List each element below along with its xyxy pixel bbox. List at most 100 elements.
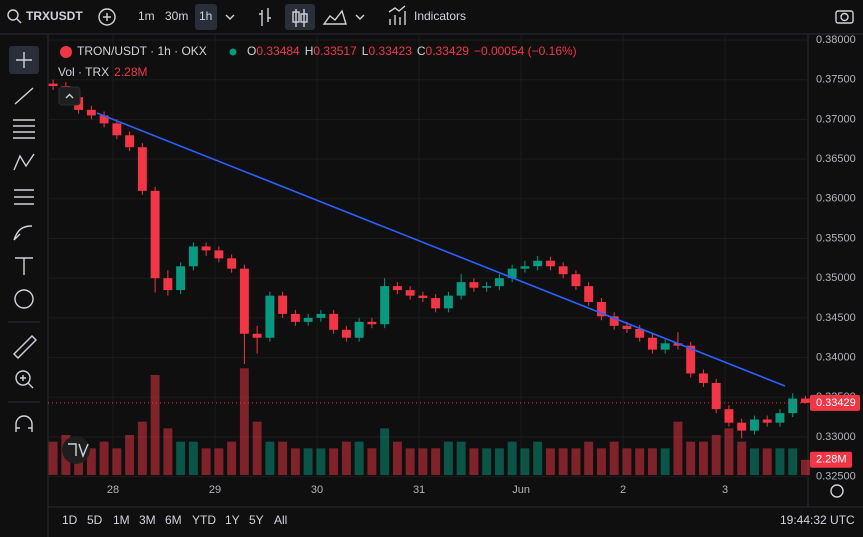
pattern-tool[interactable] — [13, 153, 35, 171]
candle-body — [125, 135, 135, 148]
candle-body — [698, 373, 708, 383]
magnet-tool[interactable] — [15, 415, 33, 432]
range-button[interactable]: 1M — [113, 513, 130, 527]
brush-tool[interactable] — [13, 225, 33, 241]
trendline-tool[interactable] — [14, 87, 34, 105]
candle-body — [137, 147, 147, 191]
symbol[interactable]: TRXUSDT — [26, 9, 83, 23]
candle-body — [558, 266, 568, 275]
legend: TRON/USDT · 1h · OKX O0.33484 H0.33517 L0.… — [58, 44, 577, 106]
candle-body — [341, 329, 351, 338]
volume-bar — [252, 421, 262, 475]
search-icon-handle — [16, 18, 22, 24]
volume-bar — [635, 448, 645, 475]
volume-bar — [737, 441, 747, 475]
volume-bar — [303, 448, 313, 475]
volume-bar — [188, 441, 198, 475]
interval-button[interactable]: 30m — [165, 9, 188, 23]
candles-style-bg[interactable] — [285, 4, 315, 30]
zoom-tool[interactable] — [15, 370, 31, 386]
search-icon[interactable] — [7, 9, 19, 21]
candle-body — [584, 286, 594, 303]
range-button[interactable]: 1D — [62, 513, 78, 527]
volume-bar — [125, 435, 135, 475]
candle-body — [380, 286, 390, 325]
snapshot-button[interactable] — [835, 10, 854, 24]
candle-body — [724, 409, 734, 423]
style-dropdown[interactable] — [355, 14, 365, 20]
volume-bar — [545, 448, 555, 475]
volume-bar — [800, 459, 810, 475]
volume-bar — [150, 375, 160, 475]
change: −0.00054 (−0.16%) — [474, 44, 577, 58]
candle-body — [188, 246, 198, 267]
candle-body — [290, 313, 300, 322]
volume-bar — [163, 428, 173, 475]
volume-bar — [316, 448, 326, 475]
candle-body — [711, 382, 721, 410]
volume-bar — [137, 421, 147, 475]
bars-style[interactable] — [259, 8, 271, 26]
volume-bar — [329, 448, 339, 475]
candle-body — [303, 317, 313, 322]
range-button[interactable]: 5Y — [249, 513, 264, 527]
x-tick-label: 31 — [413, 484, 425, 496]
compare-button[interactable] — [98, 8, 116, 26]
interval-button[interactable]: 1m — [138, 9, 155, 23]
fib-tool[interactable] — [13, 119, 35, 139]
candle-body — [431, 298, 441, 309]
candle-body — [635, 328, 645, 338]
candle-body — [443, 295, 453, 309]
candle-body — [239, 268, 249, 334]
x-tick-label: 29 — [209, 484, 221, 496]
range-button[interactable]: YTD — [192, 513, 216, 527]
interval-button[interactable]: 1h — [199, 9, 212, 23]
forecast-tool[interactable] — [14, 189, 34, 205]
candle-body — [673, 343, 683, 346]
ohlc-value: 0.33429 — [426, 44, 470, 58]
candle-body — [482, 286, 492, 288]
range-button[interactable]: 3M — [139, 513, 156, 527]
candle-body — [686, 345, 696, 374]
y-tick-label: 0.33000 — [816, 431, 856, 443]
y-tick-label: 0.34500 — [816, 312, 856, 324]
volume-bar — [354, 441, 364, 475]
candle-body — [609, 316, 619, 326]
volume-bar — [86, 448, 96, 475]
range-button[interactable]: 5D — [87, 513, 103, 527]
range-button[interactable]: 6M — [165, 513, 182, 527]
trend-line[interactable] — [96, 112, 786, 387]
candle-body — [227, 258, 237, 269]
area-style[interactable] — [322, 9, 347, 25]
volume-bar — [507, 441, 517, 475]
candle-body — [163, 278, 173, 291]
candle-body — [176, 266, 186, 291]
ruler-tool[interactable] — [13, 335, 37, 359]
axis-settings[interactable] — [830, 484, 844, 498]
last-price-tag — [810, 394, 860, 411]
candle-body — [494, 278, 504, 287]
candle-body — [533, 260, 543, 267]
collapse-button[interactable] — [58, 86, 81, 106]
volume-bar — [571, 448, 581, 475]
volume-bar — [227, 441, 237, 475]
candle-body — [622, 325, 632, 329]
volume-bar — [431, 448, 441, 475]
indicators-button[interactable]: Indicators — [414, 9, 466, 23]
volume-bar — [99, 441, 109, 475]
candle-body — [418, 295, 428, 299]
volume-bar — [558, 448, 568, 475]
candle-body — [354, 321, 364, 338]
emoji-tool[interactable] — [14, 289, 34, 309]
volume-bar — [788, 448, 798, 475]
range-button[interactable]: 1Y — [225, 513, 240, 527]
crosshair-tool[interactable] — [16, 52, 32, 68]
interval-dropdown[interactable] — [225, 14, 235, 20]
volume-bar — [443, 441, 453, 475]
volume-bar — [418, 448, 428, 475]
text-tool[interactable] — [15, 257, 33, 275]
range-button[interactable]: All — [274, 513, 287, 527]
x-tick-label: Jun — [512, 484, 530, 496]
volume-bar — [482, 448, 492, 475]
left-toolbar — [8, 46, 40, 432]
